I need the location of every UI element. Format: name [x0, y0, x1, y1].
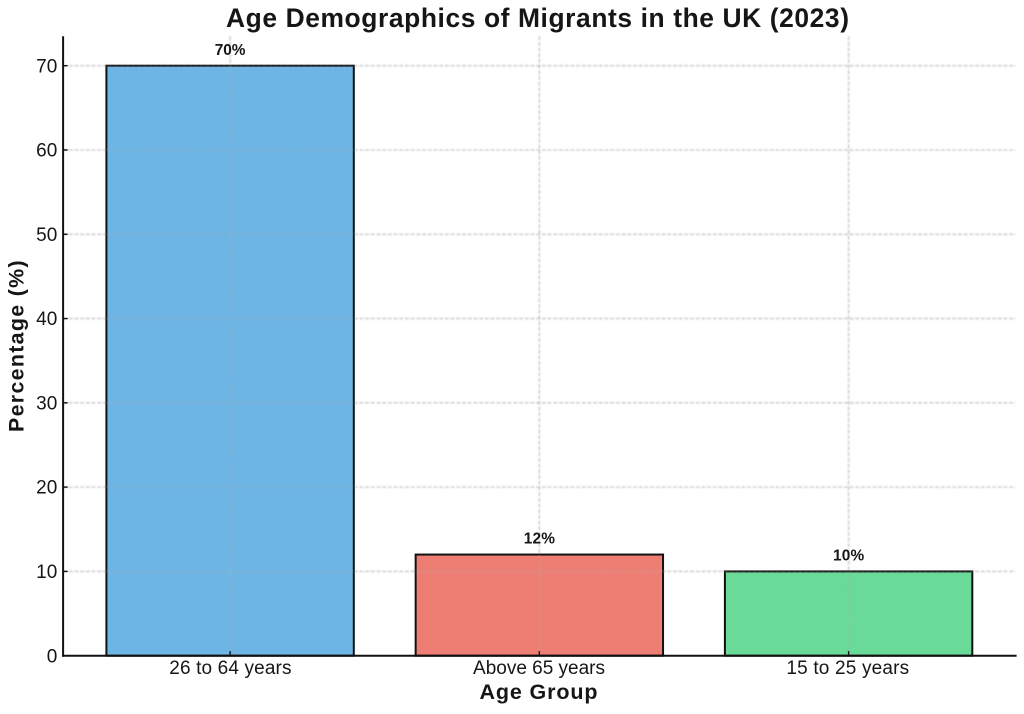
svg-text:40: 40 — [36, 309, 57, 330]
svg-text:Age Demographics of Migrants i: Age Demographics of Migrants in the UK (… — [226, 3, 849, 33]
svg-text:26 to 64 years: 26 to 64 years — [169, 658, 291, 679]
svg-text:Age Group: Age Group — [480, 680, 598, 704]
svg-text:15 to 25 years: 15 to 25 years — [786, 658, 909, 679]
svg-text:70: 70 — [36, 56, 57, 77]
svg-text:20: 20 — [36, 478, 57, 499]
svg-text:10: 10 — [36, 562, 57, 583]
svg-text:70%: 70% — [215, 42, 246, 59]
svg-text:Above 65 years: Above 65 years — [473, 658, 605, 679]
svg-text:0: 0 — [47, 646, 58, 667]
svg-text:60: 60 — [36, 141, 57, 162]
svg-text:10%: 10% — [833, 547, 865, 564]
svg-text:30: 30 — [36, 393, 57, 414]
svg-text:12%: 12% — [524, 531, 556, 548]
svg-text:Percentage (%): Percentage (%) — [5, 260, 29, 432]
svg-text:50: 50 — [36, 225, 57, 246]
